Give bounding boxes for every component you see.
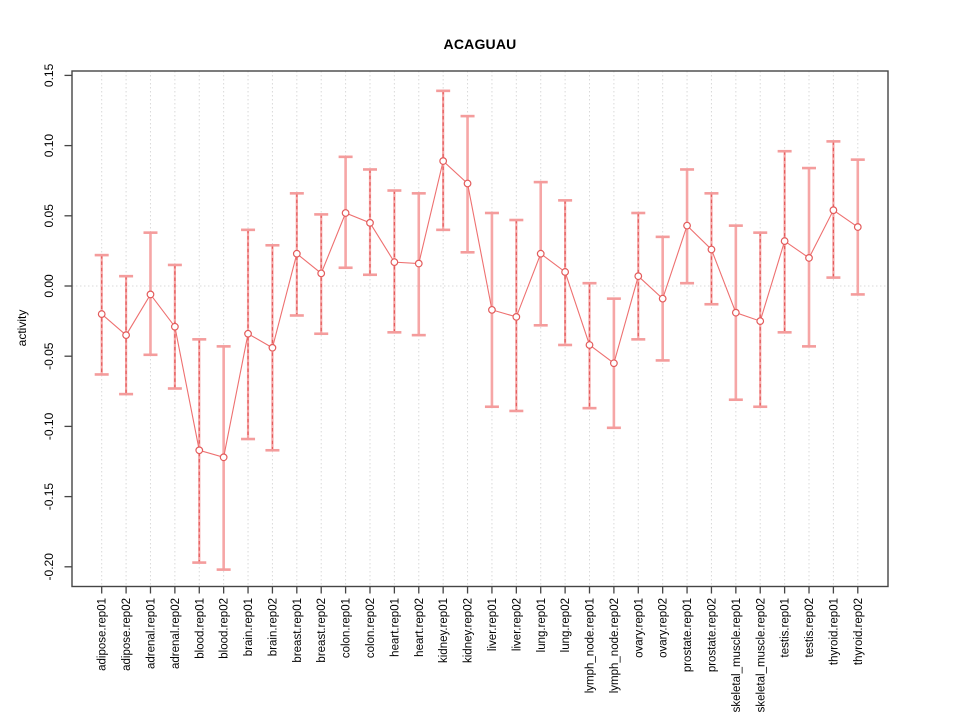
x-axis-tick-label: testis.rep01 — [780, 598, 792, 657]
data-point-marker — [829, 206, 838, 215]
data-point-marker — [731, 308, 740, 317]
data-point-marker — [219, 453, 228, 462]
x-axis-tick-label: breast.rep02 — [316, 598, 328, 663]
data-point-marker — [658, 294, 667, 303]
data-point-marker — [512, 312, 521, 321]
data-point-marker — [390, 258, 399, 267]
x-axis-tick-label: prostate.rep02 — [706, 598, 718, 672]
data-point-marker — [414, 259, 423, 268]
x-axis-tick-label: adrenal.rep01 — [146, 598, 158, 669]
x-axis-tick-label: blood.rep02 — [219, 598, 231, 659]
x-axis-tick-label: heart.rep01 — [389, 598, 401, 657]
data-point-marker — [317, 269, 326, 278]
x-axis-tick-label: kidney.rep01 — [438, 598, 450, 663]
data-point-marker — [488, 305, 496, 314]
y-axis-tick-label: 0.05 — [42, 204, 56, 228]
x-axis-tick-label: thyroid.rep01 — [828, 598, 840, 665]
y-axis-tick-label: -0.15 — [42, 483, 56, 511]
y-axis-tick-label: -0.20 — [42, 553, 56, 581]
data-point-marker — [292, 249, 301, 258]
chart-title: ACAGUAU — [443, 36, 517, 52]
data-point-marker — [609, 359, 618, 368]
y-axis-tick-label: 0.00 — [42, 274, 56, 298]
y-axis-tick-label: 0.10 — [42, 134, 56, 158]
x-axis-tick-label: brain.rep01 — [243, 598, 255, 656]
x-axis-tick-label: brain.rep02 — [267, 598, 279, 656]
data-point-marker — [683, 221, 691, 230]
data-point-marker — [268, 343, 277, 352]
x-axis-tick-label: blood.rep01 — [194, 598, 206, 659]
data-point-marker — [244, 329, 252, 338]
data-point-marker — [585, 341, 594, 349]
data-point-marker — [707, 245, 716, 254]
data-point-marker — [463, 179, 472, 188]
x-axis-tick-label: adipose.rep01 — [97, 598, 109, 671]
x-axis-tick-label: heart.rep02 — [414, 598, 426, 657]
x-axis-tick-label: skeletal_muscle.rep02 — [755, 598, 767, 712]
x-axis-tick-label: prostate.rep01 — [682, 598, 694, 672]
x-axis-tick-label: liver.rep01 — [487, 598, 499, 651]
data-point-marker — [853, 223, 862, 231]
data-point-marker — [536, 249, 545, 258]
x-axis-tick-label: thyroid.rep02 — [853, 598, 865, 665]
x-axis-tick-label: lung.rep01 — [536, 598, 548, 652]
data-point-marker — [170, 322, 179, 331]
y-axis-tick-label: -0.05 — [42, 342, 56, 370]
x-axis-tick-label: breast.rep01 — [292, 598, 304, 663]
plot-frame — [71, 70, 889, 588]
y-axis-tick-label: 0.15 — [42, 63, 56, 87]
x-axis-tick-label: adrenal.rep02 — [170, 598, 182, 669]
x-axis-tick-label: adipose.rep02 — [121, 598, 133, 671]
x-axis-tick-label: lung.rep02 — [560, 598, 572, 652]
data-point-marker — [97, 310, 106, 318]
data-point-marker — [341, 209, 350, 217]
y-axis-title: activity — [15, 309, 29, 347]
x-axis-tick-label: liver.rep02 — [511, 598, 523, 651]
data-point-marker — [561, 268, 570, 276]
x-axis-tick-label: ovary.rep02 — [658, 598, 670, 658]
x-axis-tick-label: colon.rep02 — [365, 598, 377, 658]
x-axis-tick-label: skeletal_muscle.rep01 — [731, 598, 743, 712]
data-point-marker — [146, 290, 155, 299]
x-axis-tick-label: lymph_node.rep01 — [585, 598, 597, 693]
data-point-marker — [805, 254, 813, 262]
data-point-marker — [634, 272, 643, 281]
y-axis-tick-label: -0.10 — [42, 412, 56, 440]
data-point-marker — [756, 317, 765, 326]
series-connector-line — [101, 160, 859, 458]
data-point-marker — [780, 237, 789, 245]
x-axis-tick-label: ovary.rep01 — [633, 598, 645, 658]
data-point-marker — [366, 218, 374, 227]
x-axis-tick-label: colon.rep01 — [341, 598, 353, 658]
data-point-marker — [195, 446, 204, 455]
x-axis-tick-label: testis.rep02 — [804, 598, 816, 657]
x-axis-tick-label: lymph_node.rep02 — [609, 598, 621, 693]
x-axis-tick-label: kidney.rep02 — [463, 598, 475, 663]
data-point-marker — [439, 157, 448, 165]
data-point-marker — [122, 331, 130, 340]
